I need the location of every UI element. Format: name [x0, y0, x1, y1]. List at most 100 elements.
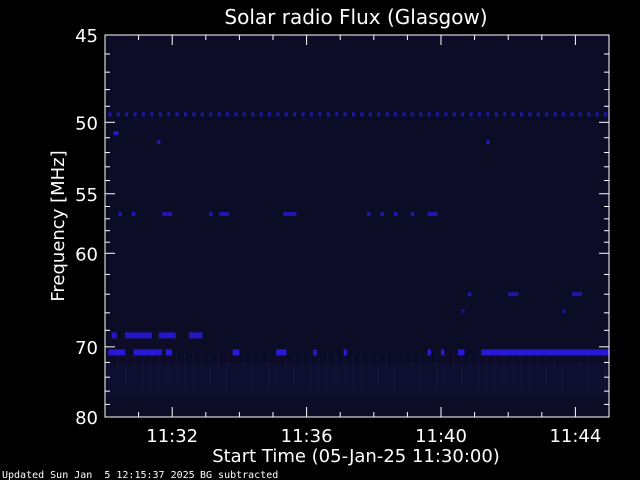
emission-periodic-band [494, 112, 498, 117]
emission-periodic-band [192, 112, 196, 117]
emission-band-70-7 [441, 349, 445, 356]
plot-background [105, 35, 609, 417]
emission-spot-64 [467, 292, 472, 297]
y-axis-label: Frequency [MHz] [48, 150, 69, 301]
emission-periodic-band [545, 112, 549, 117]
emission-periodic-band [259, 112, 263, 117]
emission-band-56-6 [131, 211, 136, 216]
plot-frame [104, 34, 610, 418]
emission-band-56-6 [283, 211, 297, 216]
emission-periodic-band [133, 112, 137, 117]
emission-band-70-7 [108, 349, 126, 356]
emission-periodic-band [385, 112, 389, 117]
footer-updated: Updated Sun Jan 5 12:15:37 2025 [2, 470, 195, 480]
chart-title: Solar radio Flux (Glasgow) [224, 5, 487, 29]
emission-periodic-band [410, 112, 414, 117]
emission-periodic-band [301, 112, 305, 117]
emission-spot-65-8 [461, 309, 465, 314]
emission-periodic-band [570, 112, 574, 117]
emission-band-70-7 [232, 349, 240, 356]
footer-bg-note: BG subtracted [200, 470, 278, 480]
emission-periodic-band [200, 112, 204, 117]
emission-periodic-band [125, 112, 129, 117]
emission-periodic-band [360, 112, 364, 117]
emission-periodic-band [209, 112, 213, 117]
emission-periodic-band [486, 112, 490, 117]
emission-periodic-band [276, 112, 280, 117]
x-tick-label: 11:32 [146, 426, 198, 447]
emission-periodic-band [267, 112, 271, 117]
emission-band-70-7 [343, 349, 347, 356]
emission-periodic-band [528, 112, 532, 117]
emission-spot-51-3 [486, 140, 490, 145]
emission-periodic-band [318, 112, 322, 117]
emission-periodic-band [158, 112, 162, 117]
emission-periodic-band [108, 112, 112, 117]
y-tick-label: 50 [75, 113, 98, 134]
emission-band-56-6 [393, 211, 398, 216]
emission-band-70-7 [133, 349, 163, 356]
y-tick-label: 55 [75, 185, 98, 206]
emission-periodic-band [435, 112, 439, 117]
emission-band-70-7 [165, 349, 173, 356]
emission-spot-64 [508, 292, 519, 297]
emission-periodic-band [225, 112, 229, 117]
emission-band-70-7 [276, 349, 287, 356]
emission-periodic-band [595, 112, 599, 117]
emission-periodic-band [141, 112, 145, 117]
y-tick-label: 45 [75, 26, 98, 47]
emission-band-56-6 [118, 211, 122, 216]
emission-band-56-6 [427, 211, 438, 216]
emission-periodic-band [461, 112, 465, 117]
emission-periodic-band [553, 112, 557, 117]
emission-periodic-band [578, 112, 582, 117]
emission-band-56-6 [209, 211, 213, 216]
emission-periodic-band [309, 112, 313, 117]
emission-band-50-7 [113, 131, 119, 136]
emission-periodic-band [175, 112, 179, 117]
emission-periodic-band [536, 112, 540, 117]
emission-band-68-6 [125, 332, 153, 339]
emission-periodic-band [343, 112, 347, 117]
emission-periodic-band [377, 112, 381, 117]
emission-band-56-6 [162, 211, 173, 216]
emission-periodic-band [511, 112, 515, 117]
emission-band-56-6 [219, 211, 230, 216]
emission-periodic-band [393, 112, 397, 117]
emission-periodic-band [150, 112, 154, 117]
y-tick-label: 60 [75, 244, 98, 265]
emission-periodic-band [242, 112, 246, 117]
emission-band-68-6 [111, 332, 117, 339]
x-tick-label: 11:44 [549, 426, 601, 447]
emission-periodic-band [368, 112, 372, 117]
y-tick-label: 80 [75, 408, 98, 429]
emission-band-56-6 [380, 211, 384, 216]
emission-periodic-band [427, 112, 431, 117]
x-tick-label: 11:40 [415, 426, 467, 447]
emission-periodic-band [402, 112, 406, 117]
emission-periodic-band [519, 112, 523, 117]
emission-periodic-band [284, 112, 288, 117]
emission-periodic-band [452, 112, 456, 117]
emission-periodic-band [561, 112, 565, 117]
emission-periodic-band [587, 112, 591, 117]
emission-band-70-7 [481, 349, 609, 356]
emission-periodic-band [217, 112, 221, 117]
emission-spot-51-3 [157, 140, 161, 145]
emission-band-70-7 [427, 349, 431, 356]
emission-periodic-band [116, 112, 120, 117]
emission-periodic-band [234, 112, 238, 117]
x-tick-label: 11:36 [281, 426, 333, 447]
x-axis-label: Start Time (05-Jan-25 11:30:00) [212, 446, 500, 467]
emission-band-70-7 [457, 349, 465, 356]
emission-periodic-band [444, 112, 448, 117]
emission-periodic-band [351, 112, 355, 117]
emission-band-68-6 [158, 332, 176, 339]
emission-periodic-band [251, 112, 255, 117]
axis-ticks: 45 50 55 60 70 80 11:32 11:36 11:40 11:44 [75, 26, 609, 447]
emission-periodic-band [419, 112, 423, 117]
emission-band-68-6 [189, 332, 203, 339]
emission-periodic-band [183, 112, 187, 117]
emission-spot-64 [572, 292, 583, 297]
